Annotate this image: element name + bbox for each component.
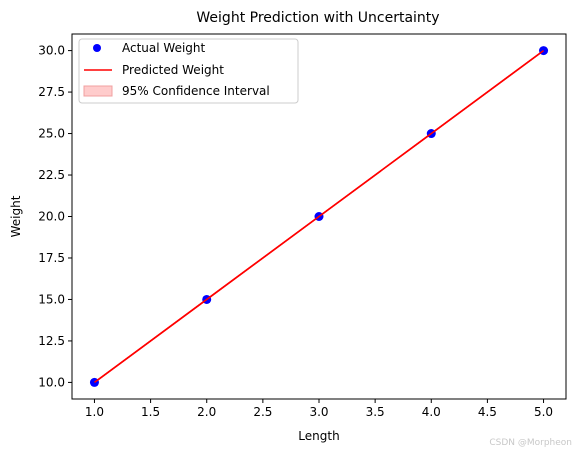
x-tick-label: 3.5 xyxy=(366,405,385,419)
legend: Actual Weight Predicted Weight 95% Confi… xyxy=(78,38,299,104)
x-tick-label: 1.0 xyxy=(85,405,104,419)
predicted-weight-line-overlay xyxy=(93,49,545,384)
legend-label-confidence-interval: 95% Confidence Interval xyxy=(122,84,270,98)
legend-band-marker xyxy=(83,85,113,97)
x-tick-label: 2.0 xyxy=(197,405,216,419)
y-axis-label: Weight xyxy=(9,195,23,237)
x-tick-label: 1.5 xyxy=(141,405,160,419)
legend-label-actual-weight: Actual Weight xyxy=(122,41,206,55)
y-tick-label: 30.0 xyxy=(38,44,65,58)
x-tick-label: 5.0 xyxy=(534,405,553,419)
y-tick-label: 25.0 xyxy=(38,127,65,141)
y-tick-label: 17.5 xyxy=(38,251,65,265)
y-tick-label: 27.5 xyxy=(38,85,65,99)
chart-title: Weight Prediction with Uncertainty xyxy=(196,10,439,26)
x-tick-label: 4.5 xyxy=(478,405,497,419)
y-axis-ticks: 10.0 12.5 15.0 17.5 20.0 22.5 25.0 27.5 30.0 xyxy=(38,44,72,389)
y-tick-label: 15.0 xyxy=(38,292,65,306)
y-tick-label: 12.5 xyxy=(38,334,65,348)
x-axis-ticks: 1.0 1.5 2.0 2.5 3.0 3.5 4.0 4.5 5.0 xyxy=(85,399,553,419)
legend-box xyxy=(78,38,299,104)
x-tick-label: 4.0 xyxy=(422,405,441,419)
y-tick-label: 10.0 xyxy=(38,375,65,389)
watermark-text: CSDN @Morpheon xyxy=(489,438,572,448)
y-tick-label: 22.5 xyxy=(38,168,65,182)
y-tick-label: 20.0 xyxy=(38,210,65,224)
x-axis-label: Length xyxy=(298,429,339,443)
scatter-layer xyxy=(89,46,549,387)
legend-label-predicted-weight: Predicted Weight xyxy=(122,63,224,77)
x-tick-label: 2.5 xyxy=(253,405,272,419)
legend-scatter-marker xyxy=(93,44,101,52)
x-tick-label: 3.0 xyxy=(309,405,328,419)
